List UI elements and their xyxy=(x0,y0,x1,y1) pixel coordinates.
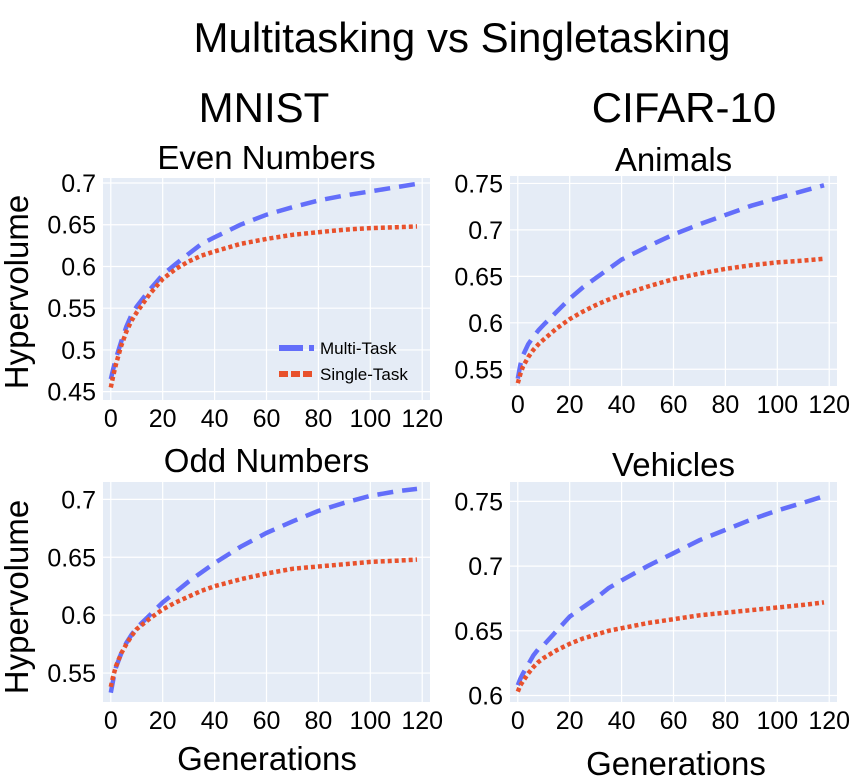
y-tick-label: 0.65 xyxy=(454,618,503,646)
x-tick-label: 120 xyxy=(808,707,850,735)
series-line-single-task xyxy=(108,224,418,388)
series-line-single-task xyxy=(515,600,825,693)
y-tick-label: 0.75 xyxy=(454,488,503,516)
y-tick-label: 0.5 xyxy=(61,337,96,365)
y-tick-label: 0.65 xyxy=(454,263,503,291)
series-line-multi-task xyxy=(108,181,418,380)
panel-even-numbers: 0 20 40 60 80 100 120 0.45 0.5 0.55 0.6 0.65 0.7 Even… xyxy=(47,139,443,433)
series-line-multi-task xyxy=(108,486,418,694)
x-tick-label: 20 xyxy=(556,391,584,419)
x-tick-label: 20 xyxy=(556,707,584,735)
y-tick-label: 0.6 xyxy=(61,253,96,281)
y-tick-label: 0.45 xyxy=(47,379,96,407)
series-line-single-task xyxy=(108,557,418,688)
panel-title-vehicles: Vehicles xyxy=(612,446,735,483)
main-title: Multitasking vs Singletasking xyxy=(194,14,731,61)
column-title-mnist: MNIST xyxy=(199,84,330,131)
y-tick-label: 0.7 xyxy=(468,553,503,581)
x-tick-label: 60 xyxy=(253,707,281,735)
x-tick-label: 40 xyxy=(201,707,229,735)
x-tick-label: 40 xyxy=(201,405,229,433)
series-line-multi-task xyxy=(515,183,825,380)
series-line-multi-task xyxy=(515,494,825,687)
x-tick-label: 80 xyxy=(711,707,739,735)
x-tick-label: 60 xyxy=(660,391,688,419)
y-tick-label: 0.55 xyxy=(47,660,96,688)
y-tick-label: 0.6 xyxy=(468,683,503,711)
y-axis-label-bottom: Hypervolume xyxy=(0,500,35,694)
y-tick-label: 0.7 xyxy=(61,486,96,514)
x-tick-label: 40 xyxy=(608,707,636,735)
panel-title-even-numbers: Even Numbers xyxy=(157,139,375,176)
x-tick-label: 100 xyxy=(349,707,391,735)
x-tick-label: 80 xyxy=(711,391,739,419)
x-tick-label: 100 xyxy=(756,707,798,735)
x-tick-label: 20 xyxy=(149,707,177,735)
y-tick-label: 0.7 xyxy=(61,170,96,198)
legend: Multi-Task Single-Task xyxy=(279,339,408,384)
y-tick-label: 0.65 xyxy=(47,544,96,572)
x-tick-label: 120 xyxy=(401,405,443,433)
x-axis-label-left: Generations xyxy=(177,740,357,777)
y-tick-label: 0.65 xyxy=(47,212,96,240)
x-tick-label: 120 xyxy=(808,391,850,419)
x-tick-label: 0 xyxy=(511,391,525,419)
panel-vehicles: 0 20 40 60 80 100 120 0.6 0.65 0.7 0.75 Vehicles xyxy=(454,446,850,735)
panel-animals: 0 20 40 60 80 100 120 0.55 0.6 0.65 0.7 0.75 Animals xyxy=(454,141,850,419)
y-tick-label: 0.6 xyxy=(61,602,96,630)
x-tick-label: 80 xyxy=(304,405,332,433)
chart-panels: 0 20 40 60 80 100 120 0.45 0.5 0.55 0.6 0.65 0.7 Even… xyxy=(47,139,850,735)
legend-label-multi-task: Multi-Task xyxy=(320,339,397,358)
x-tick-label: 20 xyxy=(149,405,177,433)
x-tick-label: 120 xyxy=(401,707,443,735)
x-tick-label: 60 xyxy=(253,405,281,433)
y-tick-label: 0.7 xyxy=(468,217,503,245)
panel-title-animals: Animals xyxy=(615,141,732,178)
y-axis-label-top: Hypervolume xyxy=(0,195,35,389)
x-tick-label: 40 xyxy=(608,391,636,419)
x-tick-label: 0 xyxy=(511,707,525,735)
y-tick-label: 0.6 xyxy=(468,310,503,338)
x-tick-label: 0 xyxy=(104,707,118,735)
y-tick-label: 0.55 xyxy=(47,295,96,323)
series-line-single-task xyxy=(515,256,825,384)
x-tick-label: 100 xyxy=(349,405,391,433)
x-axis-label-right: Generations xyxy=(586,745,766,781)
x-tick-label: 60 xyxy=(660,707,688,735)
panel-odd-numbers: 0 20 40 60 80 100 120 0.55 0.6 0.65 0.7 Odd Numbers xyxy=(47,442,443,735)
x-tick-label: 100 xyxy=(756,391,798,419)
legend-label-single-task: Single-Task xyxy=(320,365,408,384)
x-tick-label: 0 xyxy=(104,405,118,433)
x-tick-label: 80 xyxy=(304,707,332,735)
panel-title-odd-numbers: Odd Numbers xyxy=(164,442,369,479)
y-tick-label: 0.75 xyxy=(454,170,503,198)
y-tick-label: 0.55 xyxy=(454,356,503,384)
column-title-cifar: CIFAR-10 xyxy=(592,84,776,131)
